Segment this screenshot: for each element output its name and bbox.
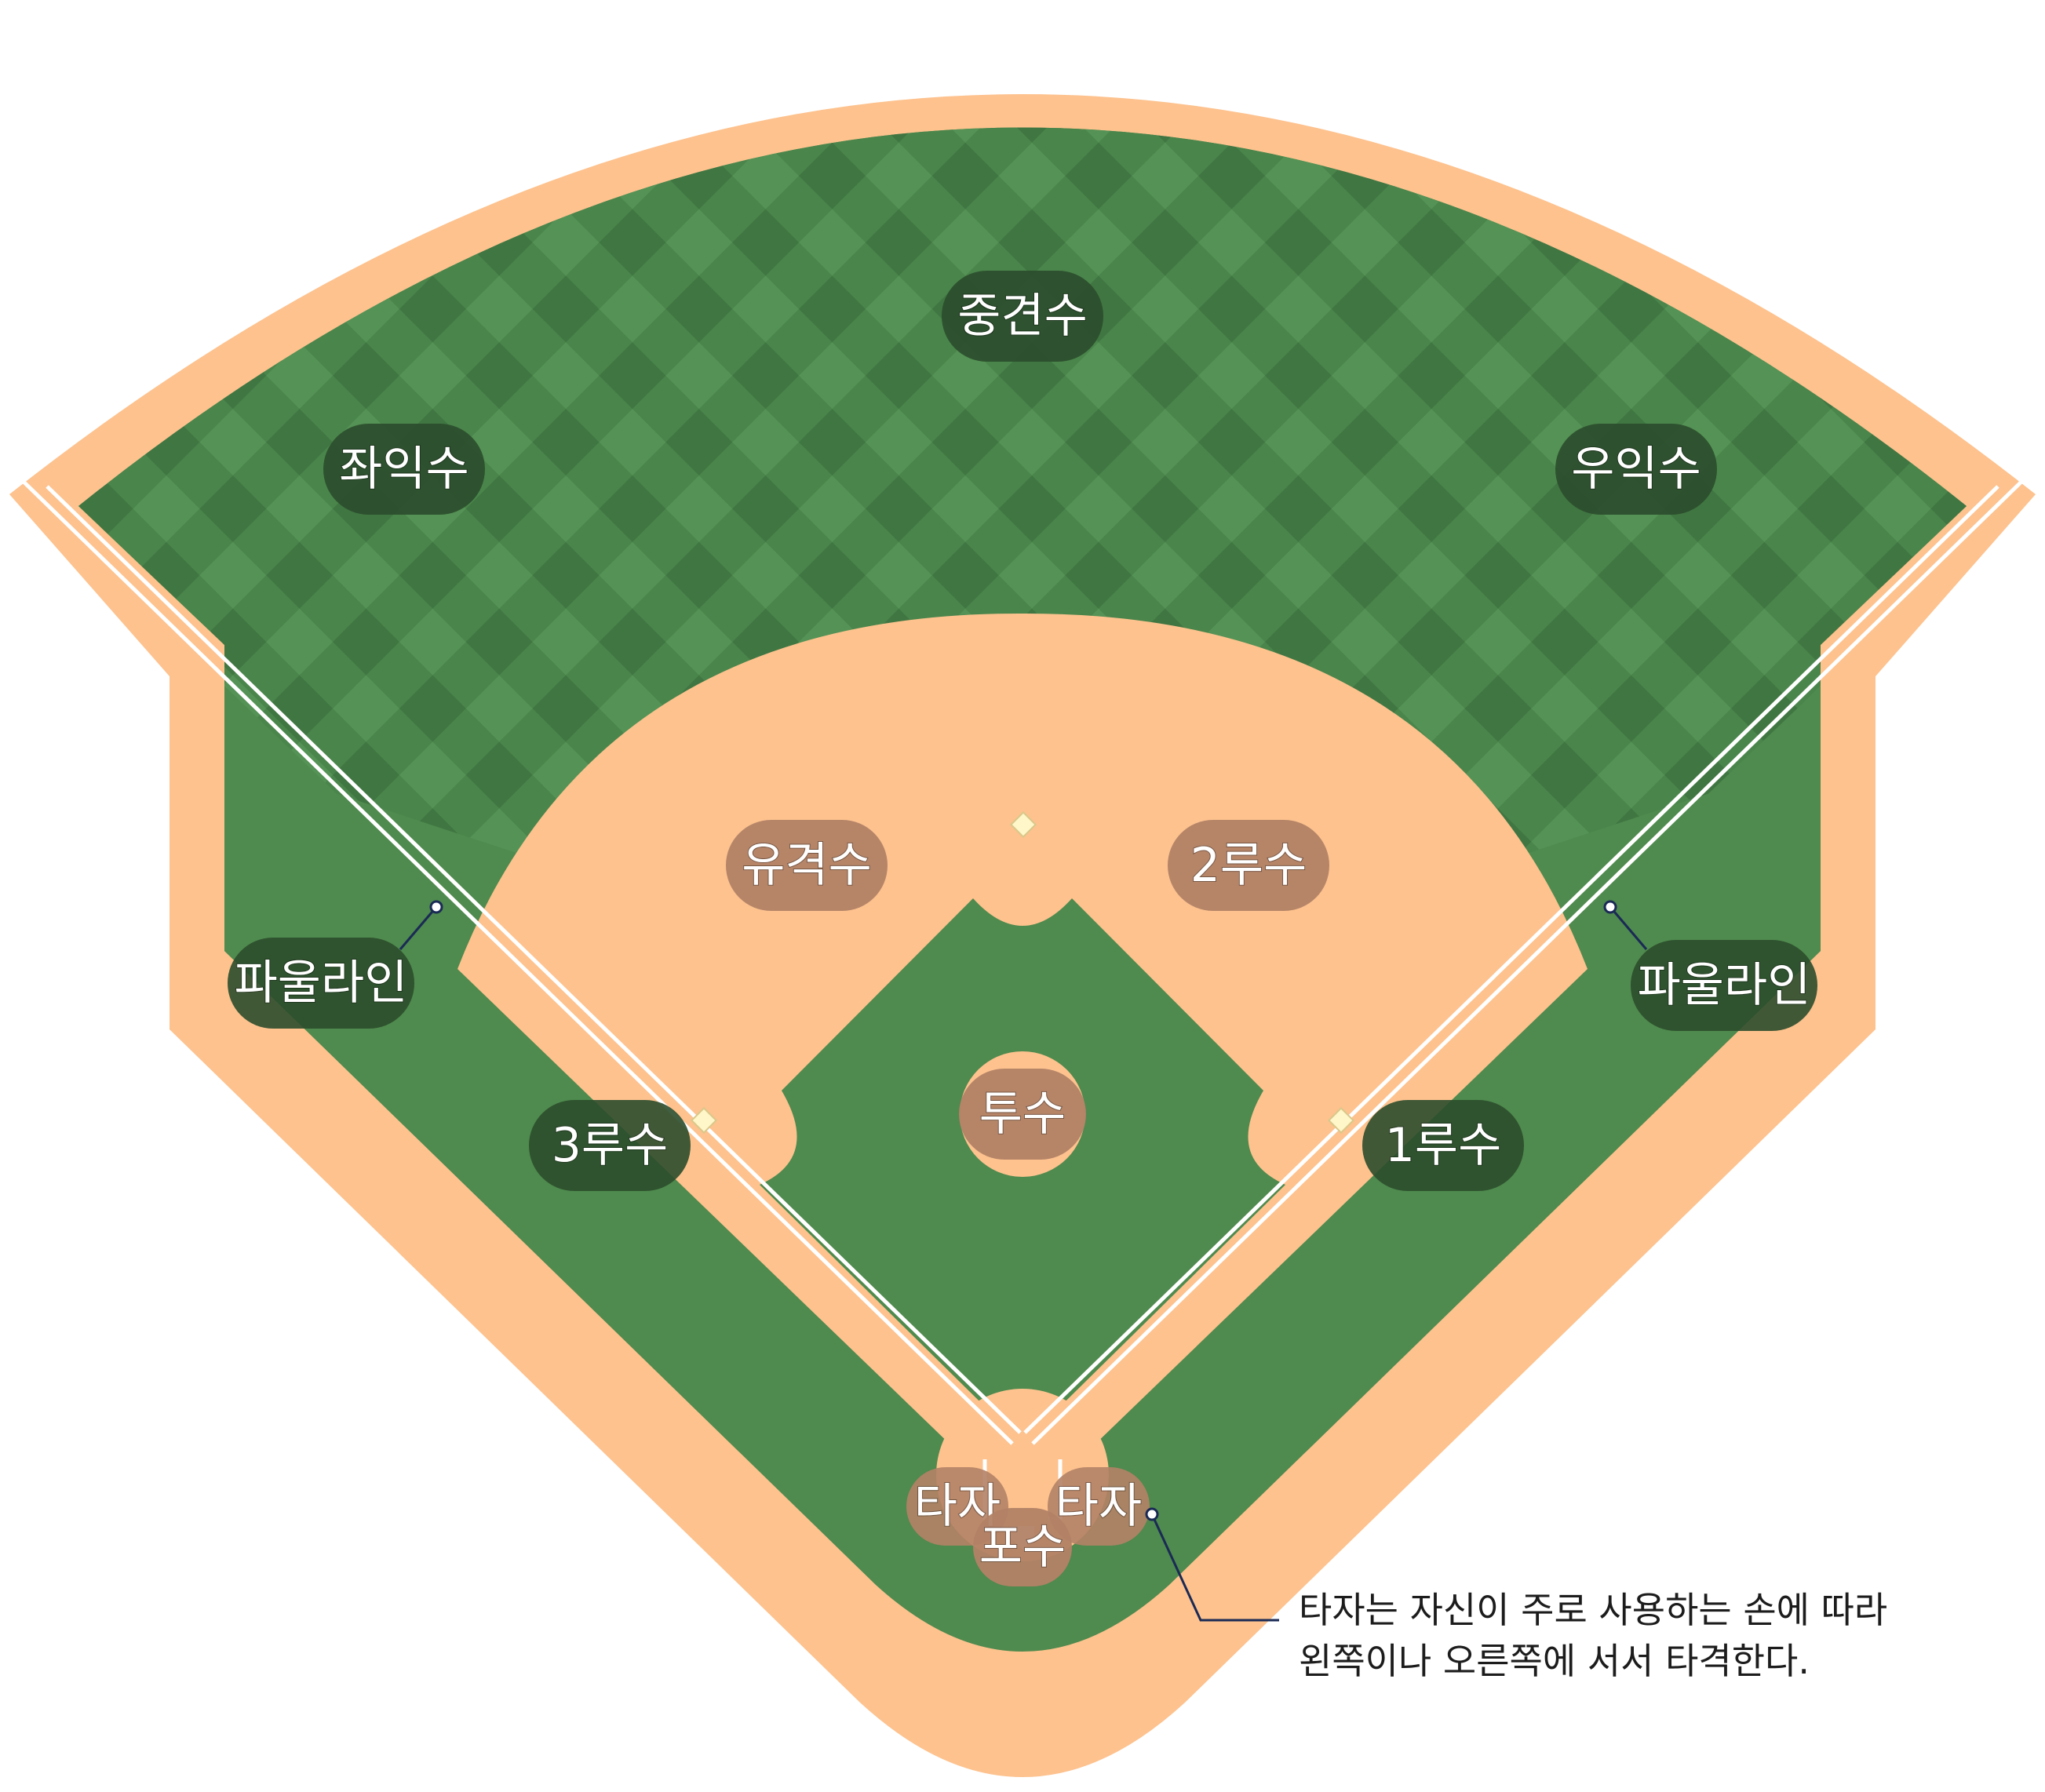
label-pitcher: 투수 [959,1069,1086,1160]
third-base [691,1107,717,1134]
second-base [1010,811,1037,838]
label-left-fielder: 좌익수 [323,424,485,515]
foul-line-left-callout: 파울라인 [228,900,443,1029]
label-shortstop: 유격수 [726,820,888,911]
batter-right-text: 타자 [1055,1479,1142,1534]
outfield-mow-pattern [78,127,1967,1020]
center-fielder-text: 중견수 [957,289,1088,344]
third-baseman-text: 3루수 [552,1118,669,1173]
first-base [1328,1107,1354,1134]
catcher-text: 포수 [979,1520,1066,1575]
first-baseman-text: 1루수 [1385,1118,1502,1173]
foul-line-left-text: 파울라인 [235,956,408,1011]
right-fielder-text: 우익수 [1571,442,1701,497]
pitcher-text: 투수 [979,1087,1066,1142]
foul-line-right-text: 파울라인 [1638,958,1811,1013]
label-right-fielder: 우익수 [1555,424,1717,515]
batter-note-line2: 왼쪽이나 오른쪽에 서서 타격한다. [1299,1640,1810,1682]
second-baseman-text: 2루수 [1190,838,1307,893]
foul-lines [20,479,2025,1445]
label-batter-right: 타자 [1048,1467,1150,1546]
label-center-fielder: 중견수 [942,271,1103,362]
label-second-baseman: 2루수 [1168,820,1329,911]
label-first-baseman: 1루수 [1362,1100,1524,1191]
label-third-baseman: 3루수 [529,1100,691,1191]
batter-note-line1: 타자는 자신이 주로 사용하는 손에 따라 [1299,1589,1887,1631]
foul-line-right-callout: 파울라인 [1603,900,1817,1031]
batter-note-callout: 타자는 자신이 주로 사용하는 손에 따라 왼쪽이나 오른쪽에 서서 타격한다. [1145,1507,1887,1682]
shortstop-text: 유격수 [742,838,872,893]
left-fielder-text: 좌익수 [339,442,469,497]
label-catcher: 포수 [973,1508,1072,1586]
